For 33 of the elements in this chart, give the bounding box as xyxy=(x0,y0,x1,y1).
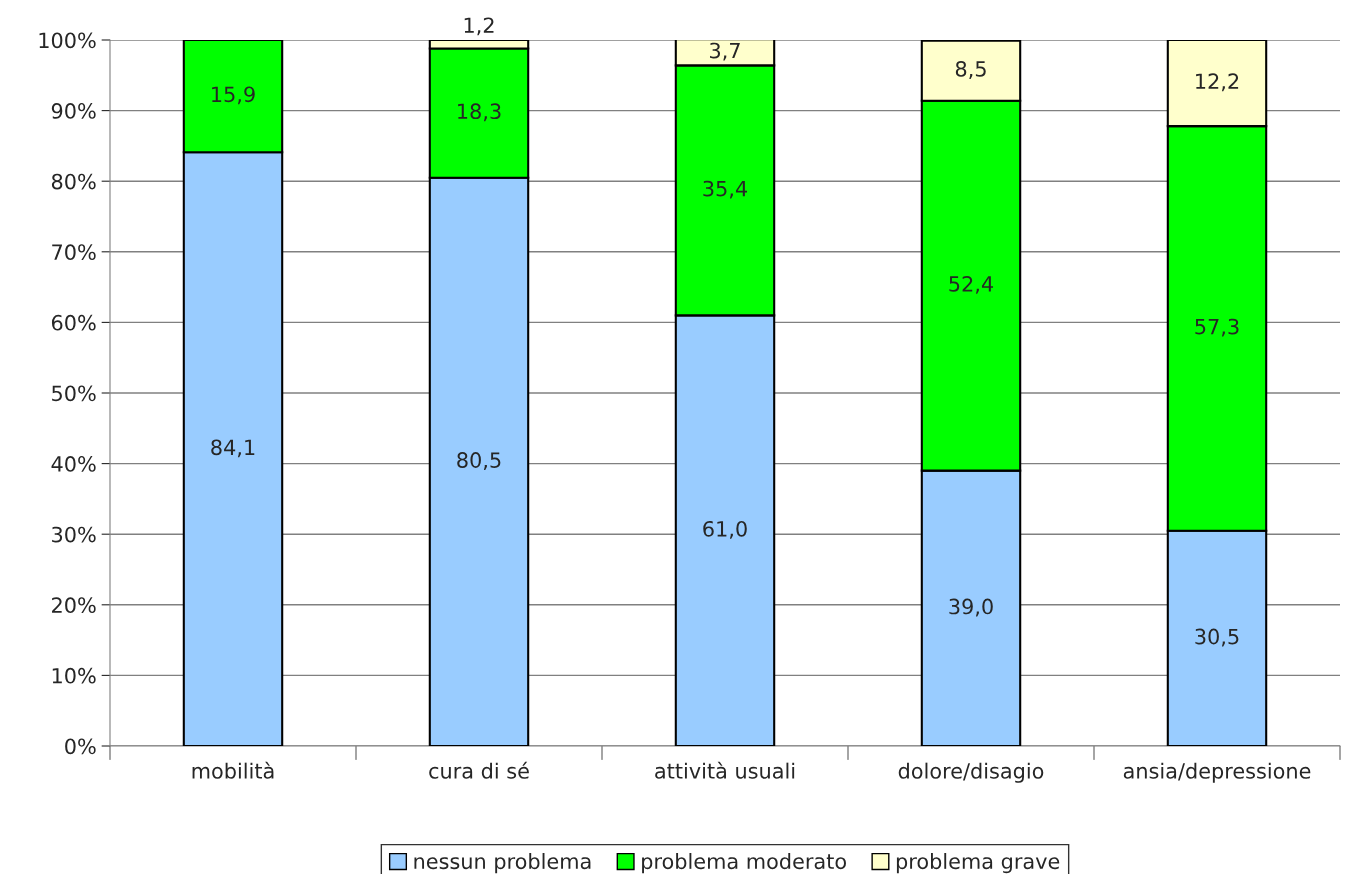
data-label: 52,4 xyxy=(949,275,994,294)
data-label: 57,3 xyxy=(1195,318,1239,337)
y-tick-label: 30% xyxy=(52,526,96,543)
y-tick-label: 10% xyxy=(52,667,96,684)
legend-label: problema grave xyxy=(896,853,1060,874)
data-label: 12,2 xyxy=(1196,73,1239,92)
x-tick-label: mobilità xyxy=(192,761,274,779)
data-label: 1,2 xyxy=(464,17,494,36)
y-tick-label: 100% xyxy=(39,32,96,49)
y-tick-label: 60% xyxy=(51,314,96,331)
data-label: 15,9 xyxy=(212,86,255,105)
data-label: 8,5 xyxy=(955,61,986,79)
y-tick-label: 50% xyxy=(52,385,96,402)
x-tick-label: cura di sé xyxy=(429,761,529,779)
data-label: 39,0 xyxy=(949,598,993,617)
data-label: 3,7 xyxy=(710,42,740,61)
data-label: 35,4 xyxy=(703,180,748,199)
data-label: 61,0 xyxy=(703,520,747,539)
data-label: 18,3 xyxy=(458,103,501,122)
y-tick-label: 90% xyxy=(51,103,96,119)
x-tick-label: ansia/depressione xyxy=(1123,762,1311,783)
y-tick-label: 40% xyxy=(51,456,96,472)
y-tick-label: 0% xyxy=(65,738,96,755)
x-tick-label: dolore/disagio xyxy=(898,762,1044,783)
data-label: 80,5 xyxy=(457,452,501,471)
legend-label: nessun problema xyxy=(414,853,591,874)
y-tick-label: 80% xyxy=(51,173,96,190)
legend-label: problema moderato xyxy=(642,853,846,874)
x-tick-label: attività usuali xyxy=(655,761,795,779)
y-tick-label: 70% xyxy=(52,244,96,261)
y-tick-label: 20% xyxy=(52,597,96,614)
data-label: 30,5 xyxy=(1195,628,1239,647)
data-label: 84,1 xyxy=(211,439,255,458)
